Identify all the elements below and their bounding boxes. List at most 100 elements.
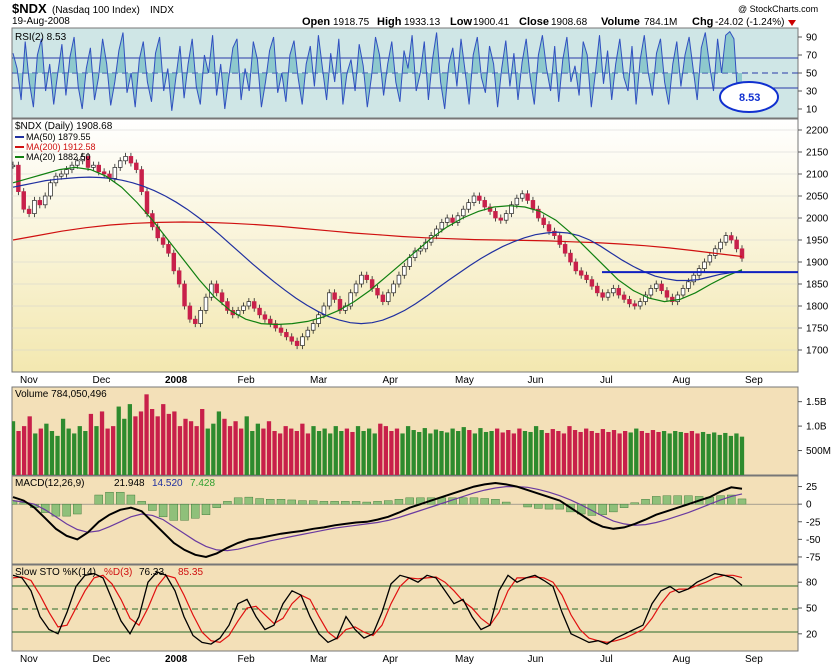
volume-bar: [333, 426, 338, 475]
rsi-callout: [719, 81, 779, 113]
price-candle: [182, 283, 187, 307]
price-candle: [509, 204, 514, 214]
macd-histogram-bar: [630, 502, 639, 505]
volume-bar: [383, 426, 388, 475]
sto-tick-label: 50: [806, 604, 818, 615]
volume-panel: Volume 784,050,496 1.5B 1.0B 500M: [11, 386, 831, 476]
price-candle: [659, 283, 664, 291]
sto-k-line: [12, 571, 743, 645]
price-candle: [498, 217, 504, 221]
rsi-tick-label: 30: [806, 87, 818, 98]
price-tick-label: 2200: [806, 126, 829, 137]
price-candle: [300, 336, 305, 346]
price-candle: [80, 156, 85, 162]
macd-background: [11, 475, 799, 565]
price-candle: [670, 296, 675, 302]
volume-bar: [250, 431, 255, 475]
price-candle: [310, 323, 316, 331]
volume-bar: [367, 428, 372, 475]
volume-bar: [712, 432, 717, 475]
open-label: Open: [302, 16, 330, 28]
price-candle: [284, 332, 289, 338]
price-candle: [348, 292, 353, 307]
price-candle: [193, 318, 198, 324]
price-tick-label: 1700: [806, 346, 829, 357]
volume-bar: [372, 433, 377, 475]
price-candle: [632, 303, 638, 307]
macd-legend-value: 21.948: [114, 478, 145, 489]
rsi-axis: 90 70 50 30 10: [798, 33, 818, 116]
macd-tick-label: 0: [806, 500, 812, 511]
price-candle: [675, 294, 680, 302]
price-candle: [305, 329, 311, 338]
date: 19-Aug-2008: [12, 16, 70, 27]
rsi-line: [12, 30, 743, 111]
price-candle: [557, 235, 562, 245]
volume-bar: [522, 431, 528, 475]
x-axis-label: Jun: [528, 375, 544, 386]
price-candle: [85, 156, 91, 168]
volume-bar: [294, 431, 299, 475]
macd-histogram-bar: [652, 496, 661, 505]
macd-legend-label: MACD(12,26,9): [15, 478, 84, 489]
volume-bar: [316, 431, 322, 475]
volume-bar: [266, 421, 272, 475]
volume-bar: [472, 433, 478, 475]
volume-bar: [517, 428, 522, 475]
volume-bar: [344, 428, 350, 475]
price-candle: [611, 288, 616, 294]
volume-bar: [439, 431, 444, 475]
volume-bar: [177, 426, 183, 475]
volume-bar: [578, 431, 583, 475]
price-candle: [691, 274, 696, 283]
macd-histogram-bar: [94, 494, 103, 505]
macd-histogram-bar: [544, 503, 554, 510]
volume-bar: [55, 435, 60, 475]
price-candle: [493, 211, 498, 219]
volume-bar: [38, 428, 43, 475]
volume-bar: [405, 426, 411, 475]
ma200-line: [12, 221, 743, 258]
volume-bar: [422, 428, 427, 475]
volume-bar: [200, 409, 205, 475]
price-candle: [664, 290, 670, 298]
price-candle: [32, 200, 37, 214]
volume-bar: [161, 404, 166, 475]
price-candle: [396, 274, 402, 285]
macd-histogram-bar: [223, 501, 232, 505]
volume-bar: [277, 433, 283, 475]
macd-histogram-bar: [373, 501, 382, 505]
price-axis: 2200 2150 2100 2050 2000 1950 1900 1850 1800 1750…: [798, 126, 829, 357]
volume-bar: [567, 426, 572, 475]
macd-histogram-bar: [191, 503, 200, 519]
volume-bar: [21, 426, 27, 475]
volume-bar: [394, 428, 400, 475]
volume-tick-label: 1.0B: [806, 422, 827, 433]
volume-bar: [272, 431, 277, 475]
volume-bar: [355, 426, 361, 475]
volume-bar: [233, 421, 238, 475]
volume-bar: [244, 416, 249, 475]
macd-histogram-bar: [727, 494, 736, 505]
volume-bar: [222, 418, 227, 475]
price-candle: [278, 327, 284, 333]
volume-bar: [300, 423, 305, 475]
macd-histogram-bar: [555, 503, 564, 510]
price-tick-label: 1750: [806, 324, 829, 335]
close-value: 1908.68: [551, 17, 588, 28]
volume-bar: [60, 418, 66, 475]
ma50-line: [12, 176, 743, 325]
price-candle: [385, 292, 391, 302]
price-candle: [219, 292, 225, 302]
sto-series: [12, 571, 743, 645]
symbol: $NDX: [12, 1, 47, 16]
volume-bar: [689, 431, 695, 475]
macd-histogram-bar: [255, 498, 264, 505]
macd-histogram-bar: [266, 499, 275, 505]
volume-bar: [678, 431, 683, 475]
macd-histogram-bar: [619, 503, 629, 508]
sto-legend-dval: 85.35: [178, 567, 203, 578]
volume-bar: [227, 426, 233, 475]
price-candle: [48, 182, 53, 197]
price-candle: [112, 167, 118, 179]
